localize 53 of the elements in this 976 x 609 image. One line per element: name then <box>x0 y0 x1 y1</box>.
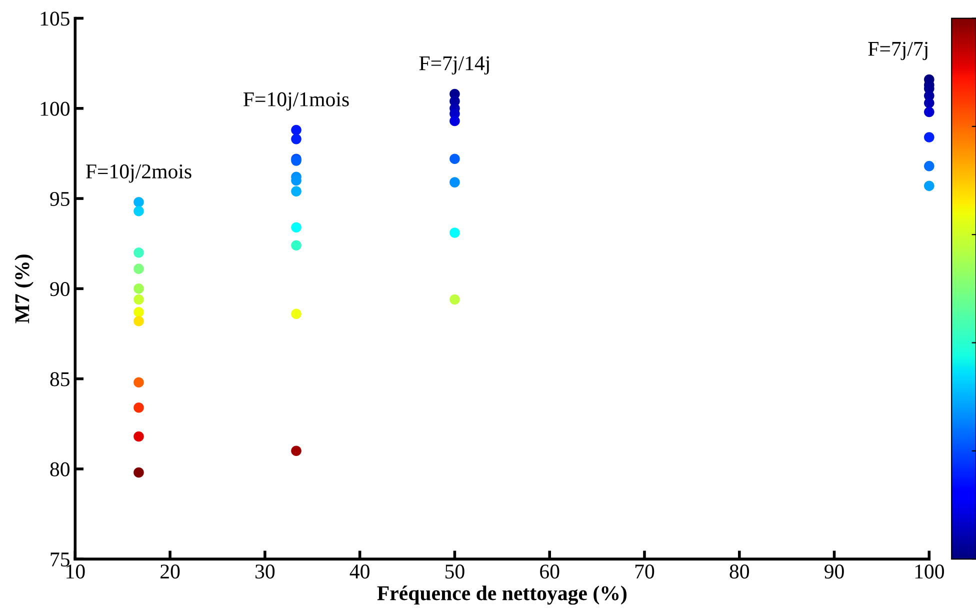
point <box>291 240 302 251</box>
y-tick-label: 90 <box>50 282 70 296</box>
point <box>134 264 144 274</box>
point <box>291 308 302 320</box>
point <box>291 175 302 186</box>
point <box>924 98 934 108</box>
x-tick-label: 70 <box>635 564 654 579</box>
point <box>450 154 460 164</box>
point <box>134 402 144 413</box>
point <box>924 160 934 172</box>
point <box>134 196 144 208</box>
point <box>134 306 144 318</box>
x-tick-label: 40 <box>350 564 370 579</box>
point <box>450 294 460 305</box>
x-tick-label: 10 <box>66 564 85 579</box>
point <box>134 294 144 305</box>
y-tick-label: 75 <box>50 552 70 566</box>
point <box>134 431 144 442</box>
x-tick-label: 50 <box>446 564 464 579</box>
point <box>134 284 144 294</box>
point <box>291 186 302 196</box>
x-tick-label: 80 <box>730 564 749 579</box>
annotation: F=7j/14j <box>419 56 489 75</box>
point <box>450 177 460 188</box>
point <box>291 134 302 144</box>
x-tick-label: 100 <box>915 564 944 579</box>
point <box>291 124 302 136</box>
annotation: F=10j/2mois <box>86 164 192 183</box>
point <box>450 228 460 238</box>
y-axis-title: M7 (%) <box>14 254 34 324</box>
point <box>134 377 144 388</box>
y-tick-label: 85 <box>50 372 70 386</box>
point <box>924 106 934 118</box>
y-tick-label: 80 <box>50 462 70 476</box>
x-tick-label: 60 <box>540 564 560 579</box>
y-tick-label: 105 <box>40 12 70 26</box>
point <box>134 467 144 478</box>
point <box>924 132 934 142</box>
point <box>450 116 460 126</box>
point <box>924 180 934 192</box>
annotation: F=10j/1mois <box>244 92 349 111</box>
y-tick-label: 100 <box>40 102 70 116</box>
point <box>291 222 302 233</box>
y-tick-label: 95 <box>50 192 70 206</box>
point <box>291 446 302 456</box>
point <box>134 206 144 216</box>
point <box>134 316 144 326</box>
x-tick-label: 30 <box>256 564 275 579</box>
x-axis-title: Fréquence de nettoyage (%) <box>377 586 626 605</box>
x-tick-label: 90 <box>824 564 844 579</box>
point <box>134 247 144 258</box>
annotation: F=7j/7j <box>868 42 928 60</box>
x-tick-label: 20 <box>160 564 180 579</box>
